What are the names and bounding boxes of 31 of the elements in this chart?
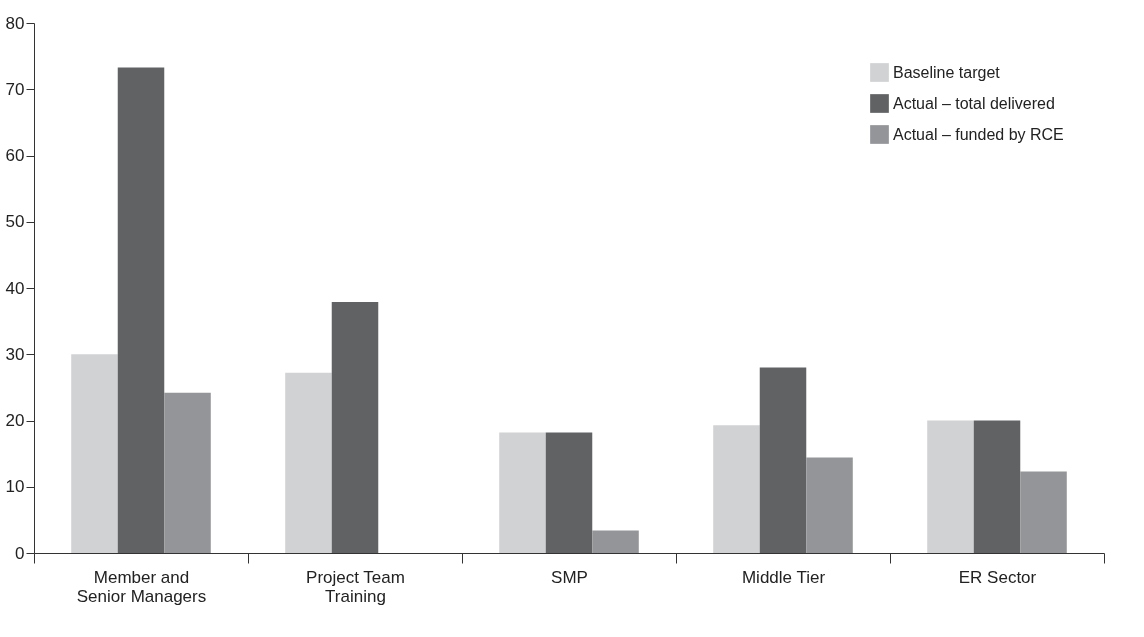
x-tick-label: Project Team Training [306, 567, 405, 606]
bar [1020, 471, 1067, 553]
y-tick-label: 80 [5, 13, 25, 33]
y-tick-label: 20 [5, 411, 25, 430]
legend-label: Baseline target [893, 63, 1001, 81]
y-tick-label: 50 [5, 212, 25, 232]
bar [806, 457, 853, 553]
bar [71, 354, 118, 553]
x-tick-label: Member and Senior Managers [76, 567, 207, 606]
bar [117, 67, 165, 553]
bar [331, 301, 379, 553]
bar [545, 432, 593, 553]
bar [927, 420, 974, 553]
x-tick-label: SMP [551, 567, 588, 587]
legend-label: Actual – funded by RCE [893, 125, 1064, 143]
x-tick-label: ER Sector [958, 567, 1037, 587]
y-tick-label: 10 [5, 477, 25, 497]
legend-label: Actual – total delivered [893, 94, 1055, 112]
bar [499, 432, 546, 553]
bar [285, 372, 332, 553]
bar [592, 530, 639, 553]
bar [713, 425, 760, 553]
y-tick-label: 0 [15, 543, 25, 563]
bar [759, 367, 807, 553]
y-tick-label: 40 [5, 278, 25, 298]
y-tick-label: 60 [5, 146, 25, 165]
bar [973, 420, 1021, 553]
bar [164, 392, 211, 553]
y-tick-label: 30 [5, 344, 25, 364]
y-tick-label: 70 [5, 79, 25, 99]
x-tick-label: Middle Tier [741, 567, 826, 587]
